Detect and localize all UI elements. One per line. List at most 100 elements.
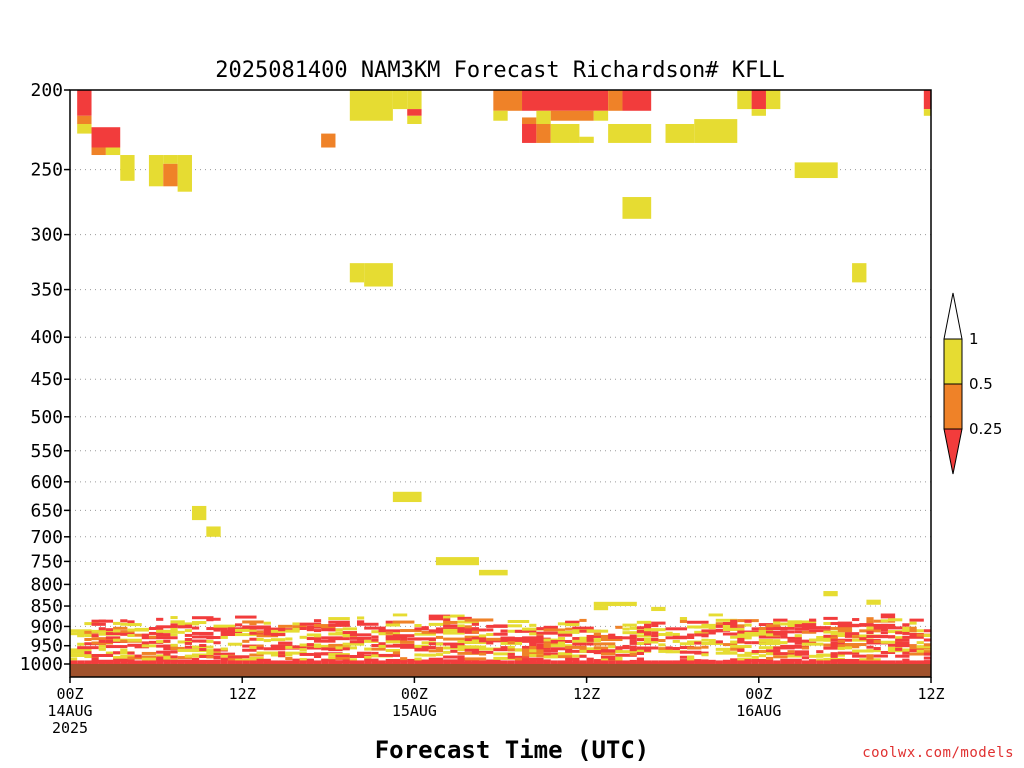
data-cell (887, 626, 910, 630)
data-cell (586, 638, 594, 642)
data-cell (895, 638, 910, 642)
data-cell (737, 637, 745, 641)
data-cell (285, 637, 293, 641)
data-cell (263, 639, 271, 643)
x-axis-label: Forecast Time (UTC) (375, 736, 650, 764)
data-cell (493, 632, 508, 636)
data-cell (170, 650, 178, 654)
data-cell (335, 628, 343, 632)
data-cell (844, 632, 860, 636)
data-cell (701, 629, 723, 633)
data-cell (507, 641, 515, 645)
data-cell (91, 637, 114, 641)
data-cell (844, 660, 853, 664)
data-cell (163, 652, 171, 656)
data-cell (177, 648, 200, 652)
data-cell (737, 640, 745, 644)
data-cell (98, 647, 106, 651)
data-cell (715, 640, 723, 644)
data-cell (507, 619, 530, 623)
data-cell (852, 645, 860, 649)
data-cell (751, 660, 759, 664)
data-cell (191, 505, 207, 521)
data-cell (457, 655, 465, 659)
data-cell (701, 645, 709, 649)
data-cell (644, 640, 659, 644)
data-cell (127, 656, 149, 660)
data-cell (522, 123, 537, 143)
data-cell (170, 660, 178, 664)
low-level-cells (70, 614, 931, 667)
data-cell (737, 660, 745, 664)
data-cell (801, 630, 817, 634)
data-cell (658, 632, 673, 636)
y-tick-label: 900 (30, 616, 63, 637)
data-cell (407, 109, 422, 116)
legend-label: 0.5 (969, 375, 993, 393)
data-cell (91, 653, 114, 657)
data-cell (414, 653, 422, 657)
data-cell (895, 631, 903, 635)
data-cell (256, 658, 271, 662)
data-cell (529, 637, 551, 641)
data-cell (880, 631, 888, 635)
data-cell (636, 646, 659, 650)
data-cell (830, 632, 845, 636)
data-cell (536, 635, 544, 639)
data-cell (471, 650, 494, 654)
data-cell (866, 631, 874, 635)
data-cell (443, 637, 465, 641)
data-cell (299, 626, 307, 630)
data-cell (816, 650, 824, 654)
data-cell (787, 654, 802, 658)
data-cell (715, 624, 723, 628)
data-cell (321, 658, 336, 662)
data-cell (206, 639, 214, 643)
legend-swatch-above (943, 292, 963, 340)
data-cell (184, 633, 192, 637)
data-cell (120, 619, 128, 623)
data-cell (450, 660, 458, 664)
data-cell (313, 634, 322, 638)
data-cell (852, 649, 874, 653)
data-cell (672, 635, 680, 639)
data-cell (636, 641, 644, 645)
data-cell (758, 635, 781, 639)
legend-swatch-below (943, 428, 963, 475)
data-cell (263, 621, 271, 625)
data-cell (306, 643, 314, 647)
data-cell (335, 654, 350, 658)
data-cell (550, 660, 558, 664)
data-cell (514, 648, 530, 652)
data-cell (256, 646, 264, 650)
legend-label: 1 (969, 330, 979, 348)
data-cell (572, 642, 587, 646)
data-cell (443, 631, 465, 635)
data-cell (830, 654, 838, 658)
data-cell (773, 618, 788, 622)
data-cell (177, 622, 200, 626)
data-cell (385, 660, 393, 664)
data-cell (256, 651, 279, 655)
data-cell (830, 636, 838, 640)
data-cell (163, 639, 171, 643)
data-cell (357, 620, 365, 624)
site-credit[interactable]: coolwx.com/models (862, 745, 1014, 761)
data-cell (608, 657, 616, 661)
data-cell (306, 660, 314, 664)
data-cell (170, 627, 178, 631)
data-cell (278, 624, 293, 628)
data-cell (730, 624, 745, 628)
data-cell (464, 645, 487, 649)
data-cell (579, 654, 587, 658)
y-tick-label: 300 (30, 225, 63, 246)
data-cell (392, 90, 408, 110)
data-cell (378, 629, 401, 633)
data-cell (278, 651, 286, 655)
data-cell (765, 624, 781, 628)
data-cell (644, 623, 652, 627)
data-cell (522, 117, 537, 124)
data-cell (227, 642, 243, 646)
